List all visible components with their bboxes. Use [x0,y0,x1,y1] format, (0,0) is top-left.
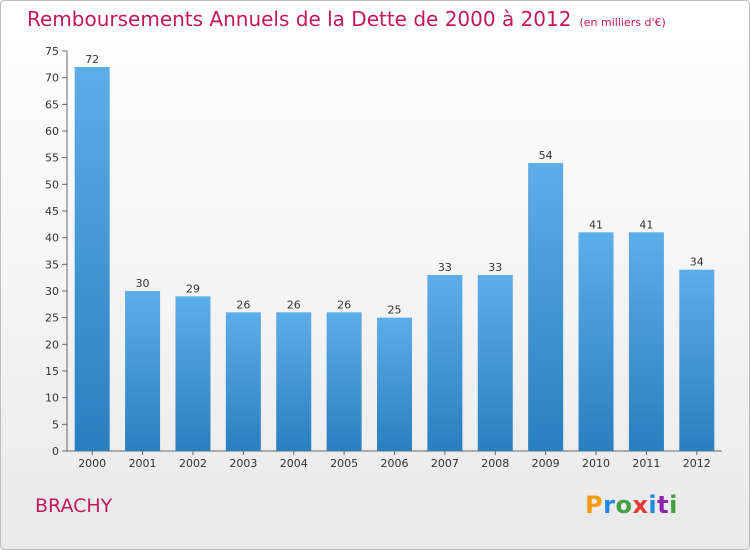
chart-axes: 0 5 10 15 20 25 30 35 40 45 50 55 60 65 70 75 2000 2001 20… [45,45,722,470]
y-tick-label: 65 [45,98,59,111]
bar-value-label: 25 [388,304,402,317]
proxiti-logo: Proxiti [585,491,678,519]
bar-value-label: 41 [589,218,603,231]
bar [427,275,463,451]
bar-value-label: 54 [539,149,553,162]
x-tick-label: 2010 [582,457,610,470]
bar [477,275,513,451]
bar [578,232,614,451]
commune-name: BRACHY [35,495,113,517]
bar [377,317,412,451]
y-tick-label: 50 [45,178,59,191]
bar [326,312,362,451]
y-tick-label: 55 [45,152,59,165]
bar [74,67,110,451]
x-tick-label: 2001 [129,457,157,470]
y-tick-label: 75 [45,45,59,58]
y-tick-label: 45 [45,205,59,218]
x-tick-label: 2007 [431,457,459,470]
bar-value-label: 26 [287,298,301,311]
bar [125,291,161,451]
bar [679,269,715,451]
bar [175,296,211,451]
logo-letter: x [632,491,649,519]
logo-letter: P [585,491,604,519]
bar [628,232,664,451]
x-tick-label: 2004 [280,457,308,470]
bar-value-label: 41 [639,218,653,231]
logo-letter: i [669,491,678,519]
chart-subtitle: (en milliers d'€) [579,16,666,29]
x-tick-label: 2012 [683,457,711,470]
y-tick-label: 25 [45,312,59,325]
logo-letter: t [657,491,670,519]
x-tick-label: 2008 [481,457,509,470]
chart-title: Remboursements Annuels de la Dette de 20… [27,7,666,31]
y-tick-label: 30 [45,285,59,298]
bar-value-label: 72 [85,53,99,66]
chart-data-labels: 72 30 29 26 26 26 25 33 33 54 41 41 34 [85,53,704,317]
x-tick-label: 2005 [330,457,358,470]
y-tick-label: 15 [45,365,59,378]
bar-value-label: 33 [438,261,452,274]
y-tick-label: 10 [45,392,59,405]
x-tick-label: 2003 [229,457,257,470]
y-tick-label: 20 [45,338,59,351]
x-tick-label: 2006 [381,457,409,470]
y-tick-label: 70 [45,72,59,85]
y-tick-label: 60 [45,125,59,138]
bar-value-label: 29 [186,282,200,295]
x-tick-label: 2002 [179,457,207,470]
chart-title-text: Remboursements Annuels de la Dette de 20… [27,7,572,31]
bar [276,312,312,451]
chart-bars [74,67,715,451]
logo-letter: r [603,491,616,519]
bar-value-label: 26 [337,298,351,311]
bar-value-label: 30 [136,277,150,290]
logo-letter: i [648,491,658,519]
bar-value-label: 34 [690,256,704,269]
logo-letter: o [615,491,633,519]
x-tick-label: 2000 [78,457,106,470]
bar-value-label: 26 [236,298,250,311]
y-tick-label: 5 [52,418,59,431]
x-tick-label: 2011 [632,457,660,470]
bar-value-label: 33 [488,261,502,274]
bar [528,163,564,451]
bar [225,312,261,451]
y-tick-label: 40 [45,232,59,245]
y-tick-label: 0 [52,445,59,458]
y-tick-label: 35 [45,258,59,271]
x-tick-label: 2009 [532,457,560,470]
